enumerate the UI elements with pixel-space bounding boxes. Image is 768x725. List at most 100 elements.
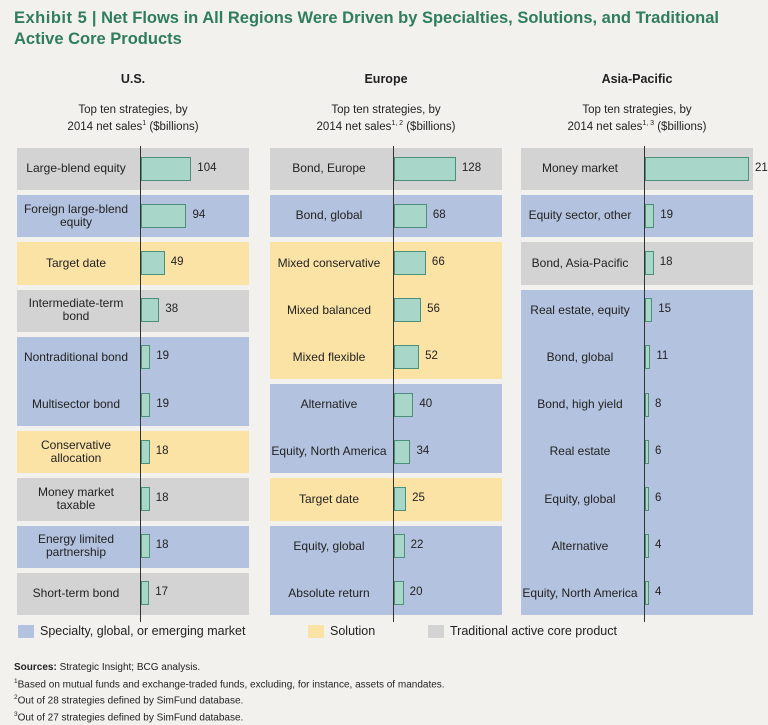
group-band-traditional <box>17 478 249 521</box>
bar-energy-limited-partnership <box>141 534 150 559</box>
value-label-energy-limited-partnership: 18 <box>155 539 169 552</box>
group-band-specialty <box>270 384 502 474</box>
group-band-traditional <box>270 148 502 191</box>
category-label-alternative: Alternative <box>300 397 358 412</box>
legend-label: Specialty, global, or emerging market <box>40 624 246 638</box>
category-label-equity-global: Equity, global <box>544 491 616 506</box>
value-label-target-date: 25 <box>412 492 425 504</box>
legend-label: Solution <box>330 624 376 638</box>
value-label-target-date: 49 <box>170 256 184 268</box>
bar-equity-north-america <box>394 439 411 464</box>
bar-alternative <box>645 534 649 559</box>
legend-swatch <box>18 625 34 638</box>
value-label-absolute-return: 20 <box>409 586 423 599</box>
group-band-specialty <box>270 195 502 238</box>
value-axis-line <box>644 146 645 622</box>
value-label-nontraditional-bond: 19 <box>156 350 169 363</box>
value-label-short-term-bond: 17 <box>155 586 169 599</box>
bar-equity-global <box>645 487 649 511</box>
exhibit-number: Exhibit 5 <box>14 9 88 27</box>
subtitle-unit: ($billions) <box>654 120 707 133</box>
value-label-real-estate: 6 <box>655 444 662 457</box>
footnote-text: Based on mutual funds and exchange-trade… <box>17 678 445 690</box>
category-label-real-estate-equity: Real estate, equity <box>530 302 630 317</box>
group-band-solution <box>17 242 249 285</box>
bar-conservative-allocation <box>141 439 150 464</box>
bar-bond-global <box>394 203 427 228</box>
value-label-bond-asia-pacific: 18 <box>659 256 673 268</box>
group-band-traditional <box>17 289 249 332</box>
category-label-conservative-allocation: Conservative allocation <box>40 437 112 465</box>
value-label-equity-global: 22 <box>410 539 424 552</box>
category-label-bond-asia-pacific: Bond, Asia-Pacific <box>531 255 629 270</box>
bar-mixed-balanced <box>394 298 422 323</box>
category-label-mixed-flexible: Mixed flexible <box>292 349 366 364</box>
bar-target-date <box>394 487 407 511</box>
group-band-specialty <box>270 525 502 615</box>
category-label-foreign-large-blend-equity: Foreign large-blend equity <box>23 201 129 229</box>
footnotes: Sources: Strategic Insight; BCG analysis… <box>14 661 445 725</box>
category-label-nontraditional-bond: Nontraditional bond <box>23 349 129 364</box>
footnote-text: Out of 27 strategies defined by SimFund … <box>17 712 244 724</box>
group-band-specialty <box>17 525 249 568</box>
category-label-equity-north-america: Equity, North America <box>271 444 387 459</box>
group-band-traditional <box>17 572 249 615</box>
value-label-bond-global: 68 <box>432 208 446 221</box>
bar-bond-asia-pacific <box>645 251 654 275</box>
category-label-equity-global: Equity, global <box>293 538 365 553</box>
category-label-bond-europe: Bond, Europe <box>292 161 366 176</box>
footnote-1: 1Based on mutual funds and exchange-trad… <box>14 675 445 692</box>
bar-multisector-bond <box>141 392 151 417</box>
footnote-2: 2Out of 28 strategies defined by SimFund… <box>14 691 445 708</box>
group-band-solution <box>270 242 502 379</box>
bar-bond-europe <box>394 156 456 181</box>
category-label-large-blend-equity: Large-blend equity <box>26 161 126 176</box>
group-band-specialty <box>17 336 249 427</box>
bar-bond-high-yield <box>645 392 649 417</box>
category-label-bond-global: Bond, global <box>295 208 363 223</box>
bar-real-estate <box>645 439 649 464</box>
title-separator: | <box>91 9 102 27</box>
bar-money-market <box>645 156 749 181</box>
subtitle-line2: 2014 net sales <box>67 120 143 133</box>
subtitle-line2: 2014 net sales <box>316 120 392 133</box>
bar-real-estate-equity <box>645 298 653 323</box>
panel-us: U.S. Top ten strategies, by 2014 net sal… <box>17 68 249 622</box>
subtitle-unit: ($billions) <box>403 120 456 133</box>
category-label-absolute-return: Absolute return <box>288 585 370 600</box>
value-label-bond-global: 11 <box>656 350 669 363</box>
value-label-multisector-bond: 19 <box>156 397 169 410</box>
subtitle-unit: ($billions) <box>146 120 199 133</box>
group-band-specialty <box>521 195 753 238</box>
value-label-intermediate-term-bond: 38 <box>165 303 179 316</box>
subtitle-line1: Top ten strategies, by <box>78 104 188 116</box>
category-label-money-market-taxable: Money market taxable <box>37 485 115 512</box>
group-band-traditional <box>521 242 753 285</box>
sources-text: Strategic Insight; BCG analysis. <box>56 662 201 673</box>
category-label-equity-north-america: Equity, North America <box>522 585 638 600</box>
subtitle-footnote: 1, 3 <box>642 120 655 127</box>
category-label-money-market: Money market <box>541 161 619 176</box>
bar-absolute-return <box>394 581 404 606</box>
subtitle-line1: Top ten strategies, by <box>582 104 692 116</box>
value-label-conservative-allocation: 18 <box>155 444 169 457</box>
group-band-specialty <box>521 289 753 615</box>
group-band-specialty <box>17 195 249 238</box>
value-label-equity-sector-other: 19 <box>660 208 673 221</box>
subtitle-footnote: 1, 2 <box>391 120 404 127</box>
value-label-alternative: 40 <box>419 397 433 410</box>
category-label-energy-limited-partnership: Energy limited partnership <box>37 532 115 560</box>
footnote-text: Out of 28 strategies defined by SimFund … <box>17 695 244 707</box>
value-label-alternative: 4 <box>655 539 662 552</box>
value-label-money-market-taxable: 18 <box>155 492 169 504</box>
value-label-equity-north-america: 4 <box>655 586 662 599</box>
panel-asia-pacific: Asia-Pacific Top ten strategies, by 2014… <box>521 68 768 622</box>
value-label-real-estate-equity: 15 <box>658 303 672 316</box>
panel-title: Europe <box>364 72 408 86</box>
value-label-equity-global: 6 <box>655 492 662 504</box>
bar-mixed-conservative <box>394 251 426 275</box>
value-label-foreign-large-blend-equity: 94 <box>192 208 206 221</box>
category-label-intermediate-term-bond: Intermediate-term bond <box>28 296 124 324</box>
legend-swatch <box>428 625 444 638</box>
bar-alternative <box>394 392 414 417</box>
